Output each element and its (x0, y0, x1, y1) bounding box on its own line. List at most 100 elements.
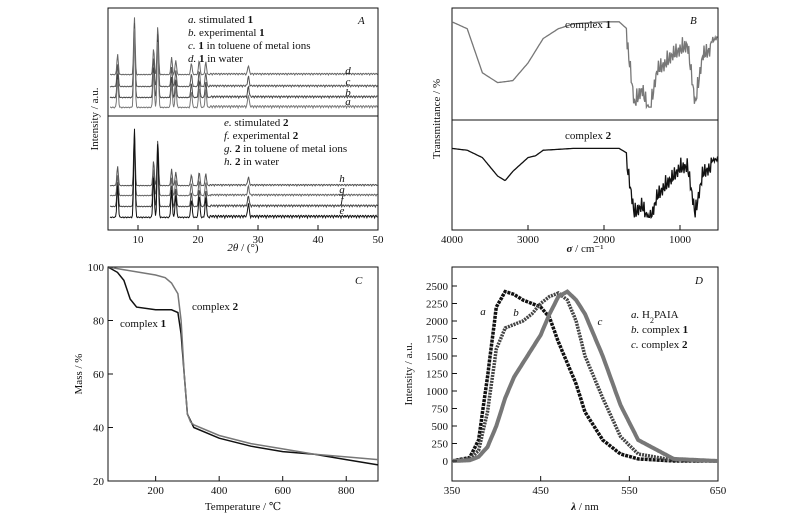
panel-a-curve-letter: h (339, 173, 345, 185)
panel-a-legend-entry: c. 1 in toluene of metal ions (188, 40, 311, 52)
panel-d-curve-letter: c (598, 316, 603, 328)
legend-bold: 2 (235, 143, 241, 155)
panel-b-frame (451, 7, 719, 231)
ir-curve-complex1 (451, 21, 718, 110)
panel-a-legend-entry: a. stimulated 1 (188, 14, 253, 26)
legend-letter: b. (631, 324, 642, 336)
panel-c-ytick-label: 80 (93, 316, 105, 328)
panel-c-ytick-label: 60 (93, 369, 105, 381)
panel-a-legend-entry: g. 2 in toluene of metal ions (224, 143, 347, 155)
panel-a-curve-letter: e (340, 205, 345, 217)
panel-a-xtick-label: 10 (133, 234, 145, 246)
legend-bold: 1 (198, 40, 204, 52)
legend-text: complex (641, 339, 682, 351)
panel-c: 200 400 600 800 20 40 60 80 100 C complex 1 comp… (73, 262, 379, 513)
panel-b-curves (451, 21, 719, 220)
legend-letter: c. (188, 40, 198, 52)
panel-a-legend-top: a. stimulated 1b. experimental 1c. 1 in … (188, 14, 311, 65)
panel-d-xtick-label: 550 (621, 485, 638, 497)
legend-letter: c. (631, 339, 641, 351)
panel-d-ytick-label: 2250 (426, 299, 449, 311)
panel-b-label-complex2: complex 2 (565, 130, 612, 142)
legend-text: stimulated (234, 117, 283, 129)
legend-text: experimental (199, 27, 259, 39)
legend-text: PAIA (654, 309, 679, 321)
panel-a-curve-letter: a (345, 96, 351, 108)
panel-c-ytick-label: 100 (88, 262, 105, 274)
panel-b-ylabel: Transmittance / % (431, 79, 443, 159)
tga-curve-1 (107, 266, 379, 466)
panel-a-legend-entry: b. experimental 1 (188, 27, 265, 39)
panel-d-curves (451, 289, 718, 463)
panel-a-xtick-label: 50 (373, 234, 385, 246)
panel-d-ytick-label: 500 (432, 421, 449, 433)
legend-bold: 1 (199, 53, 205, 65)
panel-b-xtick-label: 1000 (669, 234, 692, 246)
panel-d-legend-entry: c. complex 2 (631, 339, 688, 351)
legend-suffix: in toluene of metal ions (204, 40, 311, 52)
emission-curve-c (452, 289, 718, 463)
legend-letter: a. (631, 309, 642, 321)
panel-d-legend-entry: b. complex 1 (631, 324, 688, 336)
legend-letter: a. (188, 14, 199, 26)
tga-curve-2 (107, 266, 379, 461)
legend-letter: f. (224, 130, 233, 142)
panel-a-letter: A (357, 15, 365, 27)
panel-b-xlabel: σ / cm⁻¹ (566, 243, 603, 255)
legend-letter: b. (188, 27, 199, 39)
panel-a-curve-letter: d (345, 65, 351, 77)
panel-c-xtick-label: 400 (211, 485, 228, 497)
panel-d-xlabel: λ / nm (570, 501, 599, 513)
panel-d-ticks: 350 450 550 650 0 250 500 750 1000 1250 1500 1750 20… (426, 281, 727, 497)
panel-c-ylabel: Mass / % (73, 354, 85, 395)
panel-a-legend-entry: e. stimulated 2 (224, 117, 289, 129)
panel-c-frame (107, 266, 379, 482)
panel-a-legend-entry: d. 1 in water (188, 53, 243, 65)
panel-a-legend-entry: h. 2 in water (224, 156, 279, 168)
panel-d-curve-letter: b (513, 307, 519, 319)
legend-letter: d. (188, 53, 199, 65)
panel-a-curve-letter: g (339, 184, 345, 196)
legend-subscript: 2 (650, 316, 654, 325)
emission-curve-a (451, 289, 718, 463)
panel-a-curves (109, 17, 378, 220)
panel-c-xtick-label: 200 (147, 485, 164, 497)
legend-suffix: in water (205, 53, 244, 65)
panel-d-ytick-label: 250 (432, 439, 449, 451)
panel-c-xtick-label: 800 (338, 485, 355, 497)
panel-d-ytick-label: 2500 (426, 281, 449, 293)
panel-a-frame (107, 7, 379, 231)
legend-text: stimulated (199, 14, 248, 26)
panel-a-ticks: 10 20 30 40 50 (133, 225, 385, 246)
panel-c-ytick-label: 40 (93, 423, 105, 435)
emission-curve-b (451, 290, 718, 463)
xrd-curve-a (110, 28, 378, 110)
panel-d: 350 450 550 650 0 250 500 750 1000 1250 1500 1750 20… (403, 266, 727, 513)
legend-bold: 2 (283, 117, 289, 129)
legend-text: complex (642, 324, 683, 336)
panel-b-xtick-label: 2000 (593, 234, 616, 246)
panel-d-ytick-label: 1250 (426, 369, 449, 381)
panel-b-ticks: 4000 3000 2000 1000 (441, 225, 692, 246)
panel-c-label-complex1: complex 1 (120, 318, 166, 330)
panel-a-xtick-label: 30 (253, 234, 265, 246)
legend-bold: 2 (293, 130, 299, 142)
panel-d-ytick-label: 1500 (426, 351, 449, 363)
panel-d-ytick-label: 0 (443, 456, 449, 468)
panel-d-curve-letters: a b c (480, 306, 602, 328)
panel-d-ytick-label: 1000 (426, 386, 449, 398)
panel-d-frame (451, 266, 719, 482)
legend-letter: h. (224, 156, 235, 168)
panel-c-xtick-label: 600 (274, 485, 291, 497)
panel-c-label-complex2: complex 2 (192, 301, 239, 313)
panel-c-curves (107, 266, 379, 466)
xrd-curve-e (109, 128, 378, 220)
panel-c-ytick-label: 20 (93, 476, 105, 488)
legend-bold: 2 (235, 156, 241, 168)
panel-d-letter: D (694, 275, 703, 287)
panel-d-curve-letter: a (480, 306, 486, 318)
legend-bold: 1 (248, 14, 254, 26)
ir-curve-complex2 (451, 147, 719, 220)
